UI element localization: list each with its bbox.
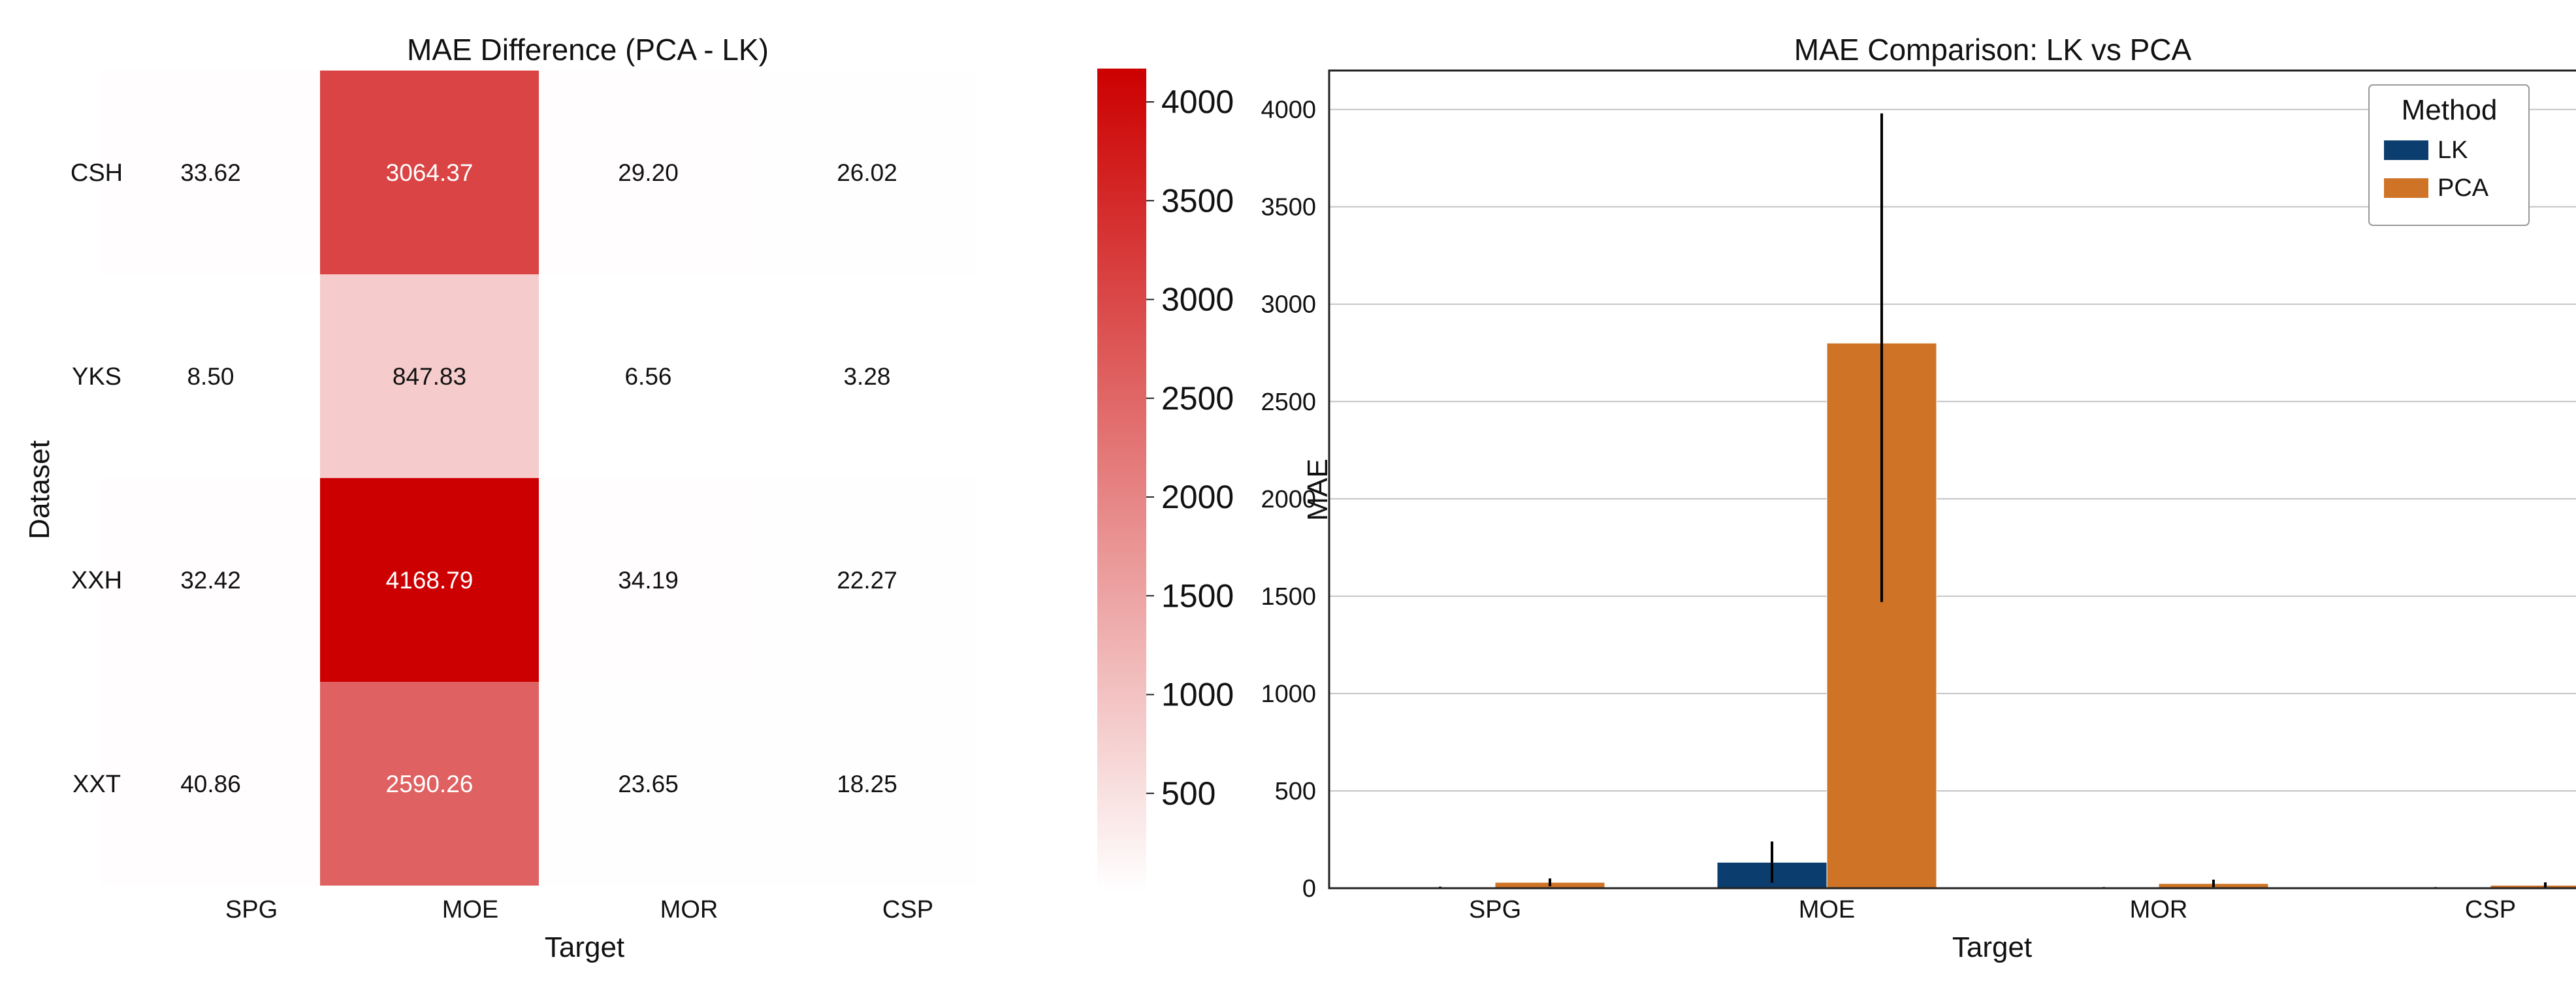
colorbar-tick-label: 3000 xyxy=(1161,281,1234,318)
colorbar-tick-label: 1000 xyxy=(1161,677,1234,713)
colorbar-tick-label: 4000 xyxy=(1161,84,1234,120)
heatmap-row-label: XXH xyxy=(71,567,122,594)
heatmap-cell xyxy=(539,682,758,886)
heatmap-cell-value: 22.27 xyxy=(837,567,897,594)
colorbar-tick-label: 1500 xyxy=(1161,577,1234,614)
heatmap-cell-value: 4168.79 xyxy=(386,567,474,594)
heatmap-cell xyxy=(101,478,320,682)
heatmap-cell xyxy=(101,274,320,478)
heatmap-cell-value: 2590.26 xyxy=(386,771,474,797)
y-tick-label: 0 xyxy=(1302,875,1316,903)
heatmap-cell-value: 6.56 xyxy=(624,363,671,390)
bar-chart: MAE Comparison: LK vs PCA 0 500 1000 1500 20… xyxy=(1261,33,2576,963)
heatmap-cell xyxy=(320,71,539,274)
colorbar-tick-label: 500 xyxy=(1161,775,1216,812)
colorbar-tick-label: 3500 xyxy=(1161,182,1234,219)
heatmap-cell xyxy=(758,682,976,886)
colorbar-tick-label: 2000 xyxy=(1161,479,1234,515)
heatmap-x-axis-label: Target xyxy=(545,931,624,963)
heatmap-cell xyxy=(758,274,976,478)
heatmap-cell xyxy=(101,71,320,274)
colorbar-gradient xyxy=(1097,69,1146,891)
heatmap-cell xyxy=(758,71,976,274)
heatmap-cell xyxy=(101,682,320,886)
heatmap-column-label: MOE xyxy=(442,896,499,923)
bar-chart-title: MAE Comparison: LK vs PCA xyxy=(1794,33,2192,67)
heatmap-cell-value: 34.19 xyxy=(618,567,679,594)
y-tick-label: 2000 xyxy=(1261,486,1316,513)
heatmap-cell xyxy=(758,478,976,682)
heatmap-cell-value: 33.62 xyxy=(180,159,241,186)
x-tick-label: SPG xyxy=(1469,896,1521,923)
heatmap-cell-value: 23.65 xyxy=(618,771,679,797)
heatmap-cell-value: 40.86 xyxy=(180,771,241,797)
legend: Method LK PCA xyxy=(2368,84,2530,226)
x-tick-label: MOE xyxy=(1799,896,1856,923)
legend-label-pca: PCA xyxy=(2438,174,2489,202)
heatmap-column-label: SPG xyxy=(225,896,278,923)
y-tick-label: 3000 xyxy=(1261,291,1316,319)
bar-chart-y-axis-label: MAE xyxy=(1302,458,1334,521)
heatmap-cell-value: 18.25 xyxy=(837,771,897,797)
legend-label-lk: LK xyxy=(2438,136,2468,164)
y-tick-label: 500 xyxy=(1275,778,1316,805)
heatmap-cell-value: 847.83 xyxy=(393,363,466,390)
y-tick-label: 1500 xyxy=(1261,583,1316,611)
heatmap-cell-value: 26.02 xyxy=(837,159,897,186)
heatmap-column-label: CSP xyxy=(882,896,933,923)
heatmap-row-label: XXT xyxy=(72,771,121,798)
colorbar: 500 1000 1500 2000 2500 3000 3500 4000 xyxy=(1097,69,1234,891)
heatmap-cell-value: 3064.37 xyxy=(386,159,474,186)
heatmap-cell xyxy=(539,478,758,682)
heatmap-cell xyxy=(539,274,758,478)
heatmap-cell xyxy=(539,71,758,274)
heatmap-cell xyxy=(320,682,539,886)
heatmap-y-axis-label: Dataset xyxy=(24,440,56,539)
heatmap-cell xyxy=(320,274,539,478)
bar-chart-frame xyxy=(1328,69,2576,890)
heatmap-chart: MAE Difference (PCA - LK) 33.62 3064.37 29… xyxy=(24,33,976,963)
x-tick-label: MOR xyxy=(2130,896,2188,923)
heatmap-row-label: YKS xyxy=(72,363,121,391)
heatmap-cell xyxy=(320,478,539,682)
colorbar-tick-label: 2500 xyxy=(1161,380,1234,417)
heatmap-cell-value: 3.28 xyxy=(843,363,890,390)
heatmap-title: MAE Difference (PCA - LK) xyxy=(407,33,769,67)
y-tick-label: 2500 xyxy=(1261,389,1316,416)
legend-title: Method xyxy=(2402,94,2498,126)
x-tick-label: CSP xyxy=(2465,896,2516,923)
heatmap-cell-value: 29.20 xyxy=(618,159,679,186)
legend-swatch-lk xyxy=(2384,140,2428,160)
legend-swatch-pca xyxy=(2384,178,2428,198)
bar-chart-x-axis-label: Target xyxy=(1952,931,2032,963)
heatmap-cell-value: 32.42 xyxy=(180,567,241,594)
y-tick-label: 1000 xyxy=(1261,681,1316,708)
heatmap-cell-value: 8.50 xyxy=(187,363,234,390)
y-tick-label: 3500 xyxy=(1261,194,1316,221)
y-tick-label: 4000 xyxy=(1261,97,1316,124)
heatmap-row-label: CSH xyxy=(71,159,123,187)
heatmap-column-label: MOR xyxy=(660,896,718,923)
